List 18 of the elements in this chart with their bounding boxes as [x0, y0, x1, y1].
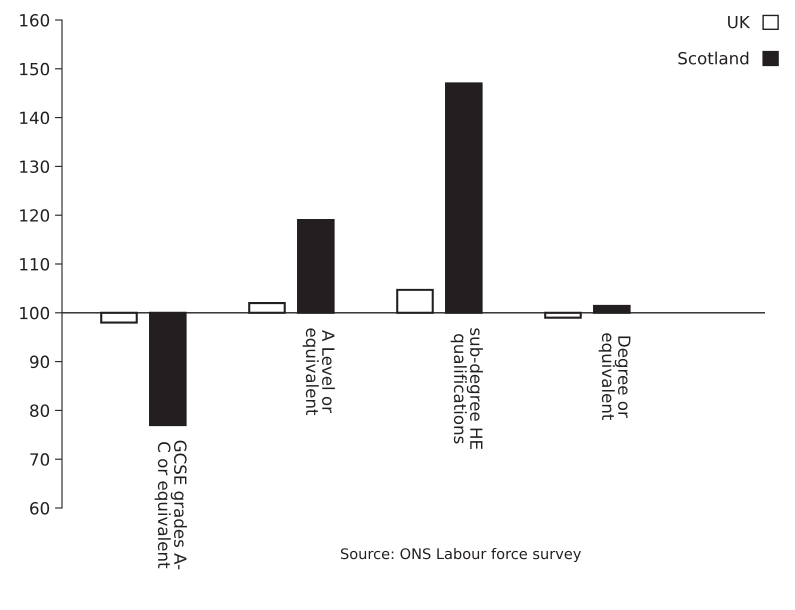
legend-label: Scotland	[678, 52, 748, 65]
x-tick-label: GCSE grades A- C or equivalent	[154, 440, 187, 570]
y-tick-label: 150	[20, 62, 50, 76]
x-tick-label: Degree or equivalent	[598, 333, 630, 420]
y-tick-label: 140	[20, 112, 50, 124]
x-tick-label: sub-degree HE qualifications	[450, 328, 483, 449]
y-tick-label: 100	[20, 306, 50, 320]
x-tick-label: A Level or equivalent	[302, 328, 335, 416]
y-tick-label: 60	[30, 502, 50, 515]
y-tick-label: 120	[20, 209, 50, 222]
y-tick-label: 70	[30, 453, 50, 466]
source-note: Source: ONS Labour force survey	[340, 548, 582, 562]
legend-label: UK	[728, 16, 750, 28]
y-tick-label: 110	[20, 258, 50, 271]
y-tick-label: 80	[30, 404, 50, 417]
y-tick-label: 90	[30, 356, 50, 368]
y-tick-label: 130	[20, 160, 50, 173]
y-tick-label: 160	[20, 14, 50, 27]
